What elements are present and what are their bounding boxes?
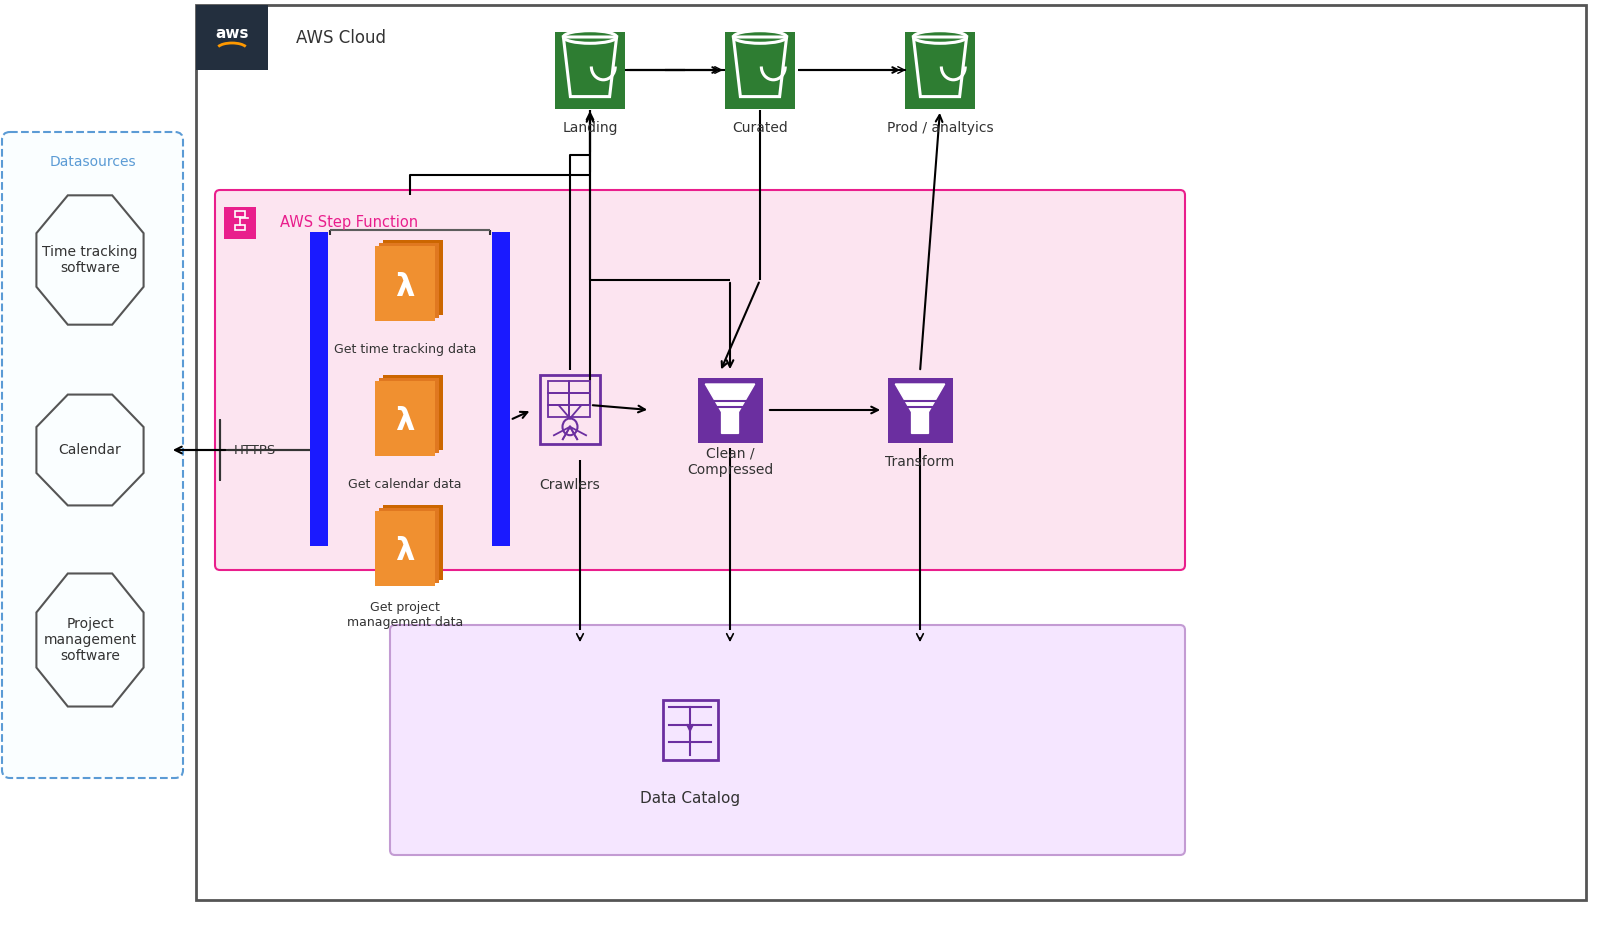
- Text: λ: λ: [395, 537, 414, 567]
- Text: Prod / analtyics: Prod / analtyics: [886, 121, 994, 135]
- Text: aws: aws: [216, 25, 248, 40]
- Text: Get time tracking data: Get time tracking data: [334, 344, 477, 357]
- Text: Curated: Curated: [733, 121, 787, 135]
- Bar: [310, 220, 510, 550]
- Text: AWS Cloud: AWS Cloud: [296, 29, 386, 47]
- Bar: [570, 381, 590, 393]
- Polygon shape: [706, 384, 755, 433]
- Bar: [888, 377, 952, 443]
- Bar: [698, 377, 763, 443]
- Bar: [541, 375, 600, 445]
- FancyBboxPatch shape: [214, 190, 1186, 570]
- Text: Time tracking
software: Time tracking software: [42, 245, 138, 276]
- Text: Get project
management data: Get project management data: [347, 601, 462, 629]
- Text: Clean /
Compressed: Clean / Compressed: [686, 446, 773, 477]
- Text: AWS Step Function: AWS Step Function: [280, 216, 418, 231]
- Bar: [379, 243, 438, 318]
- Bar: [382, 375, 443, 450]
- Text: λ: λ: [395, 407, 414, 436]
- Bar: [379, 378, 438, 453]
- Bar: [549, 393, 570, 405]
- Bar: [374, 246, 435, 321]
- Text: HTTPS: HTTPS: [234, 444, 277, 457]
- Bar: [662, 700, 717, 760]
- Bar: [224, 207, 256, 239]
- Bar: [310, 232, 328, 546]
- FancyBboxPatch shape: [390, 625, 1186, 855]
- Bar: [374, 511, 435, 586]
- Text: Calendar: Calendar: [59, 443, 122, 457]
- Bar: [382, 505, 443, 580]
- Text: Crawlers: Crawlers: [539, 478, 600, 492]
- Polygon shape: [896, 384, 944, 433]
- Text: Datasources: Datasources: [50, 155, 136, 169]
- Bar: [570, 393, 590, 405]
- Bar: [382, 240, 443, 315]
- Text: Data Catalog: Data Catalog: [640, 790, 741, 805]
- Bar: [195, 5, 1586, 900]
- Text: Transform: Transform: [885, 455, 955, 469]
- Bar: [549, 405, 570, 417]
- Bar: [195, 5, 269, 70]
- Bar: [493, 232, 510, 546]
- Bar: [549, 381, 570, 393]
- Text: Get calendar data: Get calendar data: [349, 478, 462, 491]
- Bar: [725, 32, 795, 108]
- Text: Project
management
software: Project management software: [43, 616, 136, 663]
- Bar: [570, 405, 590, 417]
- Bar: [374, 381, 435, 456]
- Bar: [235, 211, 245, 217]
- Bar: [555, 32, 626, 108]
- Bar: [235, 224, 245, 231]
- Text: λ: λ: [395, 273, 414, 302]
- FancyBboxPatch shape: [2, 132, 182, 778]
- Text: Landing: Landing: [562, 121, 618, 135]
- Bar: [906, 32, 974, 108]
- Bar: [379, 508, 438, 583]
